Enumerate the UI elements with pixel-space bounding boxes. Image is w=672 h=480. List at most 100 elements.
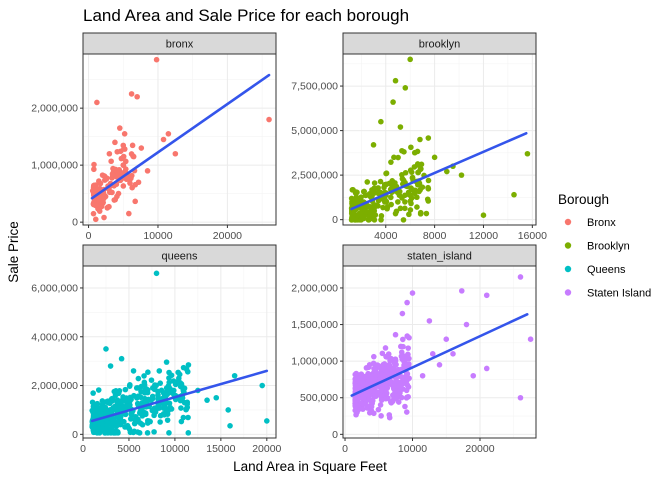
- data-point: [109, 172, 116, 178]
- data-point: [135, 385, 141, 391]
- data-point: [163, 359, 170, 365]
- data-point: [114, 148, 121, 155]
- data-point: [156, 368, 163, 374]
- x-tick-label: 10000: [160, 443, 189, 455]
- data-point: [348, 215, 355, 222]
- data-point: [104, 422, 110, 428]
- data-point: [99, 401, 106, 408]
- data-point: [178, 405, 184, 411]
- data-point: [184, 399, 191, 406]
- data-point: [463, 321, 470, 328]
- data-point: [352, 407, 358, 414]
- data-point: [370, 360, 377, 367]
- data-point: [425, 185, 432, 192]
- data-point: [397, 373, 404, 380]
- data-point: [377, 178, 384, 185]
- data-point: [360, 392, 367, 398]
- data-point: [354, 402, 360, 408]
- data-point: [225, 407, 232, 413]
- legend-key: [564, 218, 572, 226]
- data-point: [120, 153, 127, 160]
- x-tick-label: 16000: [518, 230, 547, 242]
- legend-key: [564, 242, 572, 249]
- data-point: [408, 200, 414, 207]
- data-point: [444, 168, 450, 175]
- data-point: [120, 183, 127, 189]
- data-point: [378, 217, 384, 223]
- data-point: [153, 270, 160, 277]
- data-point: [112, 139, 118, 146]
- data-point: [266, 116, 272, 123]
- data-point: [378, 413, 384, 419]
- data-point: [404, 333, 411, 339]
- data-point: [399, 354, 405, 361]
- data-point: [110, 416, 116, 422]
- data-point: [401, 362, 407, 369]
- data-point: [183, 406, 190, 412]
- data-point: [132, 198, 139, 205]
- data-point: [423, 210, 430, 217]
- data-point: [399, 310, 406, 317]
- data-point: [388, 194, 394, 201]
- y-tick-label: 2,000,000: [31, 380, 78, 392]
- panel-brooklyn: brooklyn 4000 8000 12000 16000 0 2,500,000 5,00…: [291, 32, 547, 242]
- data-point: [390, 99, 396, 105]
- data-point: [128, 151, 135, 157]
- x-tick-label: 0: [342, 443, 348, 455]
- trend-line: [90, 73, 271, 200]
- data-point: [134, 93, 140, 100]
- data-point: [399, 195, 405, 201]
- data-point: [450, 351, 456, 357]
- data-point: [126, 426, 133, 432]
- data-point: [406, 211, 412, 218]
- data-point: [97, 419, 104, 426]
- data-point: [405, 189, 412, 196]
- data-point: [141, 381, 148, 388]
- data-point: [102, 430, 108, 436]
- points: [89, 56, 272, 223]
- data-point: [414, 162, 421, 168]
- data-point: [480, 212, 487, 219]
- data-point: [360, 380, 366, 386]
- data-point: [399, 147, 405, 154]
- data-point: [129, 142, 136, 149]
- data-point: [511, 191, 517, 198]
- data-point: [399, 377, 406, 384]
- data-point: [168, 372, 175, 379]
- data-point: [381, 372, 387, 379]
- data-point: [180, 387, 187, 394]
- data-point: [144, 430, 151, 436]
- data-point: [397, 205, 404, 212]
- data-point: [483, 365, 490, 372]
- data-point: [383, 170, 389, 177]
- data-point: [165, 131, 172, 137]
- data-point: [116, 125, 123, 131]
- data-point: [458, 288, 465, 294]
- data-point: [371, 180, 378, 186]
- data-point: [369, 192, 375, 199]
- legend-label: Staten Island: [587, 288, 651, 300]
- data-point: [366, 203, 373, 210]
- data-point: [417, 136, 423, 143]
- data-point: [381, 196, 388, 202]
- y-tick-label: 2,000,000: [291, 282, 338, 294]
- data-point: [127, 398, 133, 404]
- data-point: [110, 396, 116, 403]
- data-point: [90, 187, 97, 193]
- data-point: [388, 159, 394, 165]
- data-point: [164, 417, 171, 423]
- panel-staten_island: staten_island 0 10000 20000 0 500,000 1,000,00…: [291, 244, 537, 455]
- data-point: [393, 361, 399, 368]
- data-point: [400, 336, 406, 343]
- legend-title: Borough: [558, 192, 609, 207]
- data-point: [96, 426, 102, 432]
- data-point: [392, 356, 399, 362]
- data-point: [98, 204, 104, 210]
- data-point: [527, 336, 534, 342]
- data-point: [160, 136, 167, 143]
- data-point: [407, 167, 414, 174]
- data-point: [392, 77, 399, 84]
- legend: Borough Bronx Brooklyn Queens Staten Island: [558, 192, 651, 300]
- x-tick-label: 5000: [117, 443, 141, 455]
- panel-border: [342, 265, 537, 439]
